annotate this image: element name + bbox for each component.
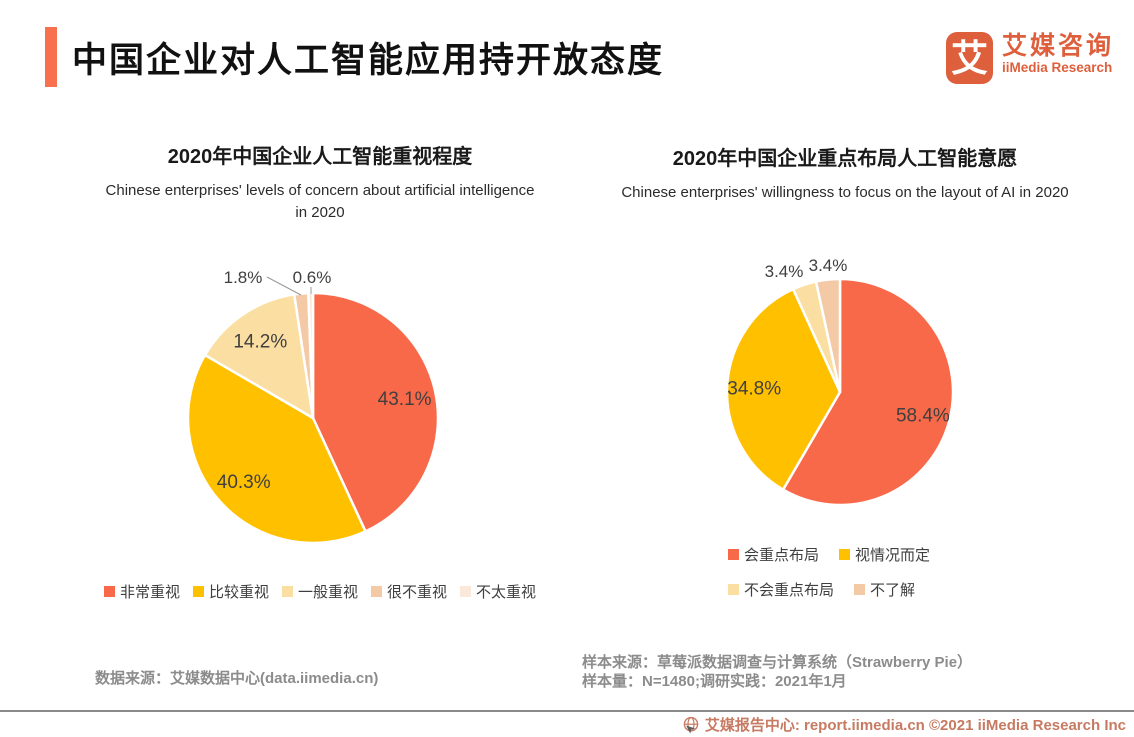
- legend-item: 非常重视: [103, 581, 180, 602]
- sample-size-line: 样本量：N=1480;调研实践：2021年1月: [582, 673, 847, 690]
- left-chart-title: 2020年中国企业人工智能重视程度: [167, 146, 473, 168]
- iimedia-logo-icon: 艾: [945, 32, 993, 84]
- left-data-source: 数据来源：艾媒数据中心(data.iimedia.cn): [95, 670, 379, 687]
- right-chart-title: 2020年中国企业重点布局人工智能意愿: [672, 148, 1018, 170]
- left-chart-subtitle: Chinese enterprises' levels of concern a…: [70, 180, 570, 224]
- globe-cursor-icon: [683, 716, 699, 733]
- legend-swatch: [728, 549, 739, 560]
- pie-slice-0-1: [186, 353, 367, 545]
- footer-text: 艾媒报告中心: report.iimedia.cn ©2021 iiMedia …: [704, 717, 1126, 734]
- legend-label: 比较重视: [208, 584, 269, 601]
- left-chart-subtitle-line2: in 2020: [295, 204, 345, 221]
- legend-label: 很不重视: [387, 584, 448, 601]
- pie-value-label: 43.1%: [378, 389, 432, 410]
- pie-value-label: 14.2%: [233, 332, 287, 353]
- pie-value-label: 3.4%: [765, 262, 804, 281]
- legend-swatch: [103, 586, 115, 597]
- pie-slice-0-2: [203, 293, 315, 420]
- legend-item: 比较重视: [192, 581, 269, 602]
- legend-item: 不会重点布局: [728, 579, 834, 600]
- pie-slice-1-0: [781, 277, 955, 507]
- legend-swatch: [371, 586, 382, 597]
- legend-label: 非常重视: [119, 584, 180, 601]
- legend-label: 一般重视: [297, 584, 358, 601]
- pie-value-label: 0.6%: [293, 268, 332, 287]
- legend-item: 会重点布局: [728, 544, 819, 565]
- footer-divider: [0, 710, 1134, 712]
- right-data-source: 样本来源：草莓派数据调查与计算系统（Strawberry Pie） 样本量：N=…: [582, 653, 972, 691]
- label-leader-line: [266, 276, 302, 296]
- pie-value-label: 34.8%: [727, 379, 781, 400]
- pie-slice-1-1: [725, 287, 842, 491]
- left-chart-subtitle-line1: Chinese enterprises' levels of concern a…: [105, 182, 535, 199]
- pie-value-label: 1.8%: [224, 268, 263, 287]
- legend-label: 不太重视: [476, 584, 537, 601]
- right-chart-heading: 2020年中国企业重点布局人工智能意愿 Chinese enterprises'…: [600, 142, 1090, 204]
- page-title: 中国企业对人工智能应用持开放态度: [72, 40, 665, 80]
- pie-slice-1-3: [814, 277, 842, 394]
- logo-name-cn: 艾媒咨询: [1001, 32, 1114, 60]
- footer: 艾媒报告中心: report.iimedia.cn ©2021 iiMedia …: [682, 714, 1126, 735]
- legend-label: 不了解: [870, 582, 916, 599]
- title-accent-bar: [45, 27, 57, 87]
- legend-swatch: [281, 586, 293, 597]
- legend-label: 会重点布局: [744, 547, 820, 564]
- pie-value-label: 58.4%: [896, 405, 950, 426]
- legend-item: 很不重视: [371, 581, 447, 602]
- legend-label: 不会重点布局: [744, 582, 835, 599]
- right-chart-subtitle-line1: Chinese enterprises' willingness to focu…: [621, 184, 1069, 201]
- pie-slice-0-0: [311, 291, 440, 533]
- legend-swatch: [839, 549, 851, 560]
- header: 中国企业对人工智能应用持开放态度: [45, 27, 664, 87]
- legend-item: 视情况而定: [839, 544, 930, 565]
- legend-swatch: [854, 584, 866, 595]
- pie-value-label: 3.4%: [809, 256, 848, 275]
- pie-value-label: 40.3%: [217, 472, 271, 493]
- legend-item: 不了解: [854, 579, 915, 600]
- logo-name-en: iiMedia Research: [1001, 60, 1113, 75]
- sample-source-line: 样本来源：草莓派数据调查与计算系统（Strawberry Pie）: [582, 654, 973, 671]
- right-chart-legend: 会重点布局 视情况而定不会重点布局 不了解: [728, 544, 968, 600]
- brand-logo: 艾 艾媒咨询 iiMedia Research: [945, 32, 1114, 84]
- legend-swatch: [192, 586, 204, 597]
- legend-item: 不太重视: [460, 581, 536, 602]
- legend-swatch: [460, 586, 472, 597]
- right-chart-subtitle: Chinese enterprises' willingness to focu…: [600, 182, 1090, 204]
- legend-item: 一般重视: [281, 581, 358, 602]
- legend-swatch: [728, 584, 739, 595]
- left-chart-heading: 2020年中国企业人工智能重视程度 Chinese enterprises' l…: [70, 140, 570, 224]
- logo-text: 艾媒咨询 iiMedia Research: [1002, 32, 1114, 75]
- legend-label: 视情况而定: [855, 547, 931, 564]
- left-chart-legend: 非常重视 比较重视 一般重视 很不重视 不太重视: [75, 581, 565, 602]
